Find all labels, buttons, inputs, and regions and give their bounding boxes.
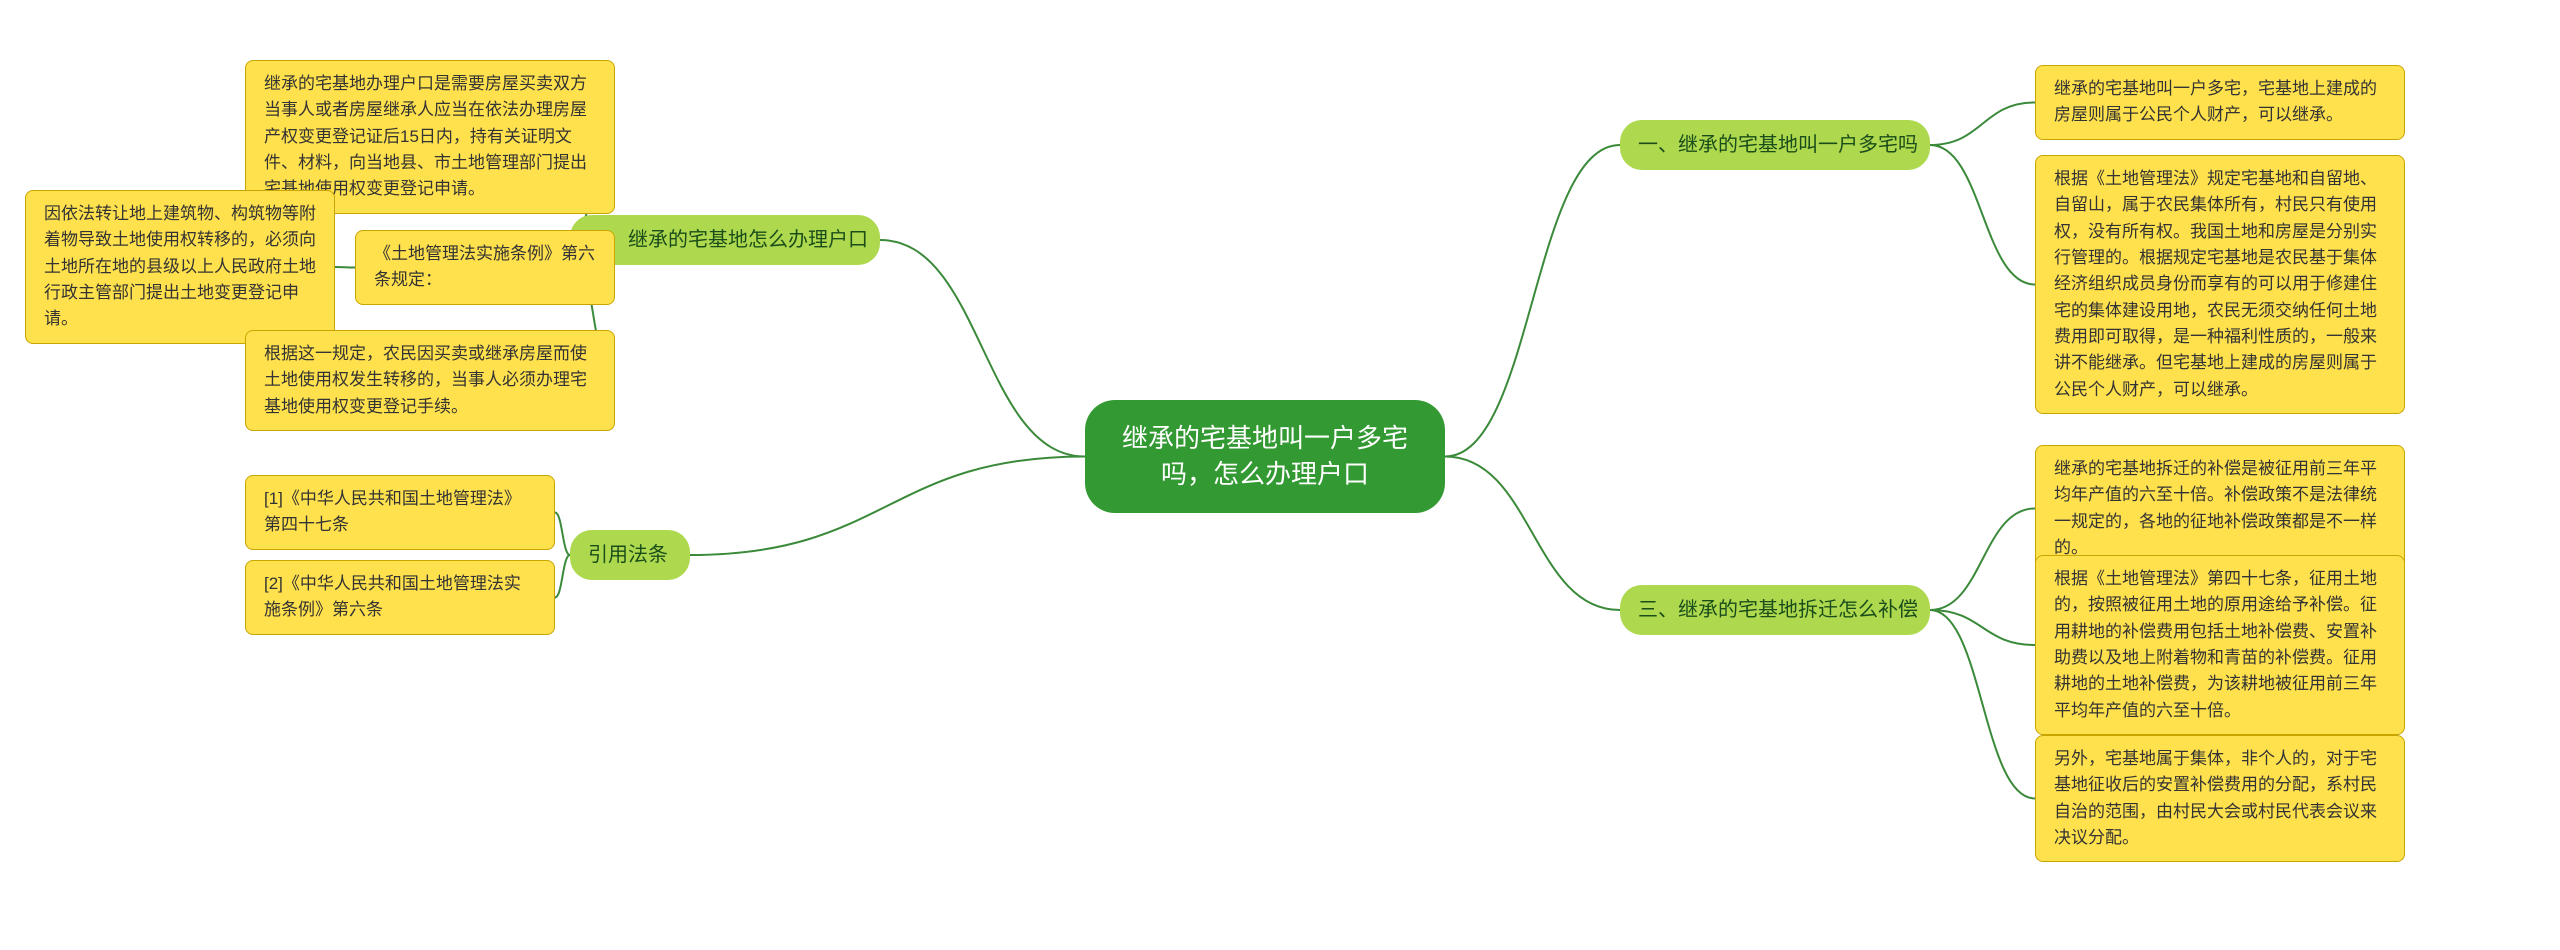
leaf-text: [2]《中华人民共和国土地管理法实施条例》第六条 xyxy=(264,574,521,619)
leaf-node: 根据《土地管理法》规定宅基地和自留地、自留山，属于农民集体所有，村民只有使用权，… xyxy=(2035,155,2405,414)
leaf-node: [2]《中华人民共和国土地管理法实施条例》第六条 xyxy=(245,560,555,635)
leaf-node: 继承的宅基地叫一户多宅，宅基地上建成的房屋则属于公民个人财产，可以继承。 xyxy=(2035,65,2405,140)
leaf-node: 《土地管理法实施条例》第六条规定： xyxy=(355,230,615,305)
leaf-text: 根据这一规定，农民因买卖或继承房屋而使土地使用权发生转移的，当事人必须办理宅基地… xyxy=(264,344,587,416)
leaf-text: 继承的宅基地叫一户多宅，宅基地上建成的房屋则属于公民个人财产，可以继承。 xyxy=(2054,79,2377,124)
leaf-text: 《土地管理法实施条例》第六条规定： xyxy=(374,244,595,289)
leaf-text: 继承的宅基地办理户口是需要房屋买卖双方当事人或者房屋继承人应当在依法办理房屋产权… xyxy=(264,74,587,198)
leaf-node: 继承的宅基地拆迁的补偿是被征用前三年平均年产值的六至十倍。补偿政策不是法律统一规… xyxy=(2035,445,2405,572)
branch-label: 一、继承的宅基地叫一户多宅吗 xyxy=(1638,134,1918,156)
leaf-text: 根据《土地管理法》第四十七条，征用土地的，按照被征用土地的原用途给予补偿。征用耕… xyxy=(2054,569,2377,720)
leaf-text: 另外，宅基地属于集体，非个人的，对于宅基地征收后的安置补偿费用的分配，系村民自治… xyxy=(2054,749,2377,847)
leaf-node: 另外，宅基地属于集体，非个人的，对于宅基地征收后的安置补偿费用的分配，系村民自治… xyxy=(2035,735,2405,862)
branch-label: 三、继承的宅基地拆迁怎么补偿 xyxy=(1638,599,1918,621)
leaf-text: 继承的宅基地拆迁的补偿是被征用前三年平均年产值的六至十倍。补偿政策不是法律统一规… xyxy=(2054,459,2377,557)
leaf-text: 根据《土地管理法》规定宅基地和自留地、自留山，属于农民集体所有，村民只有使用权，… xyxy=(2054,169,2377,399)
branch-demolition-compensation: 三、继承的宅基地拆迁怎么补偿 xyxy=(1620,585,1930,635)
leaf-node: 根据《土地管理法》第四十七条，征用土地的，按照被征用土地的原用途给予补偿。征用耕… xyxy=(2035,555,2405,735)
leaf-node: [1]《中华人民共和国土地管理法》第四十七条 xyxy=(245,475,555,550)
branch-one-household: 一、继承的宅基地叫一户多宅吗 xyxy=(1620,120,1930,170)
leaf-text: 因依法转让地上建筑物、构筑物等附着物导致土地使用权转移的，必须向土地所在地的县级… xyxy=(44,204,316,328)
leaf-node: 因依法转让地上建筑物、构筑物等附着物导致土地使用权转移的，必须向土地所在地的县级… xyxy=(25,190,335,344)
branch-register-hukou: 二、继承的宅基地怎么办理户口 xyxy=(570,215,880,265)
root-node: 继承的宅基地叫一户多宅 吗，怎么办理户口 xyxy=(1085,400,1445,513)
leaf-text: [1]《中华人民共和国土地管理法》第四十七条 xyxy=(264,489,521,534)
branch-label: 二、继承的宅基地怎么办理户口 xyxy=(588,229,868,251)
branch-cited-laws: 引用法条 xyxy=(570,530,690,580)
leaf-node: 根据这一规定，农民因买卖或继承房屋而使土地使用权发生转移的，当事人必须办理宅基地… xyxy=(245,330,615,431)
branch-label: 引用法条 xyxy=(588,544,668,566)
root-text: 继承的宅基地叫一户多宅 吗，怎么办理户口 xyxy=(1122,423,1408,489)
